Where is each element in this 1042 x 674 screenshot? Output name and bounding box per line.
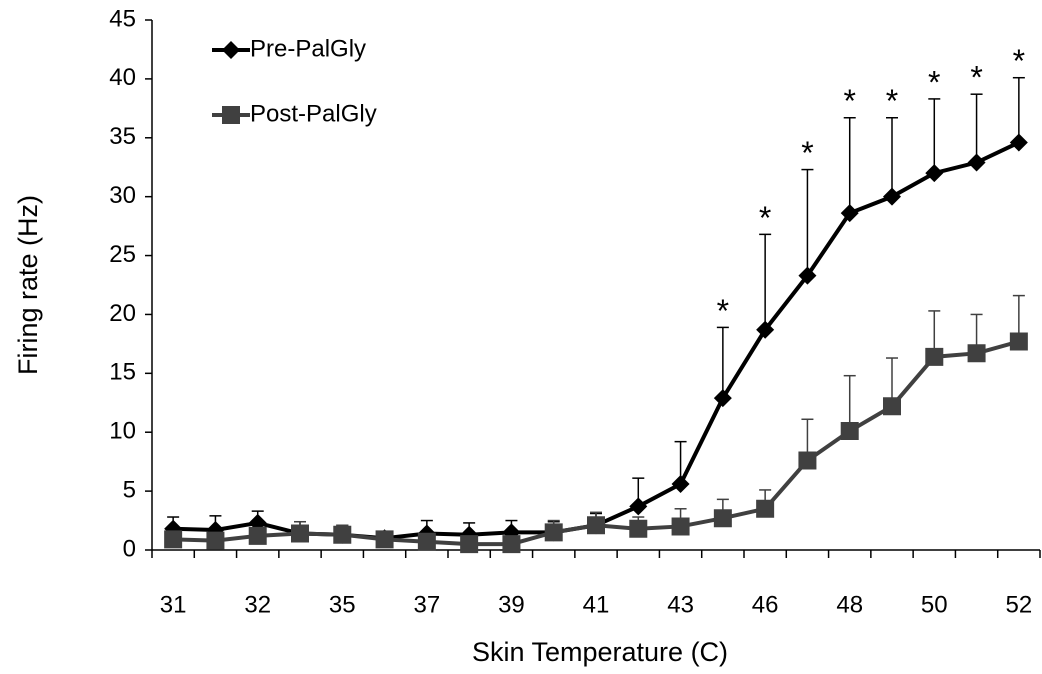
y-tick-label: 10	[109, 418, 136, 445]
data-point	[756, 499, 775, 518]
y-axis-title: Firing rate (Hz)	[13, 195, 43, 375]
data-point	[206, 531, 225, 550]
legend-label: Post-PalGly	[250, 100, 377, 127]
data-point	[756, 320, 775, 339]
data-point	[417, 532, 436, 551]
x-tick-label: 32	[244, 591, 271, 618]
data-point	[713, 389, 732, 408]
significance-mark: *	[717, 293, 729, 329]
data-point	[629, 519, 648, 538]
data-point	[1009, 133, 1028, 152]
y-tick-label: 45	[109, 5, 136, 32]
x-tick-label: 50	[921, 591, 948, 618]
x-tick-label: 48	[836, 591, 863, 618]
data-point	[671, 475, 690, 494]
data-point	[375, 530, 394, 549]
legend-marker	[222, 106, 240, 124]
data-point	[713, 509, 732, 528]
data-point	[840, 422, 859, 441]
data-point	[967, 344, 986, 363]
data-point	[967, 153, 986, 172]
x-tick-label: 43	[667, 591, 694, 618]
significance-mark: *	[759, 200, 771, 236]
data-point	[587, 516, 605, 535]
error-bar	[843, 117, 856, 214]
significance-mark: *	[886, 83, 898, 119]
error-bar	[759, 233, 772, 330]
data-point	[333, 525, 352, 544]
legend-label: Pre-PalGly	[250, 35, 366, 62]
data-point	[460, 535, 479, 554]
data-point	[925, 347, 944, 366]
significance-mark: *	[1013, 43, 1025, 79]
x-tick-label: 41	[583, 591, 610, 618]
y-tick-label: 30	[109, 182, 136, 209]
significance-mark: *	[801, 135, 813, 171]
error-bar	[970, 93, 983, 163]
error-bar	[928, 98, 941, 174]
x-tick-label: 46	[752, 591, 779, 618]
significance-mark: *	[970, 60, 982, 96]
y-tick-label: 0	[123, 535, 136, 562]
x-tick-label: 39	[498, 591, 525, 618]
y-tick-label: 15	[109, 359, 136, 386]
y-tick-label: 5	[123, 476, 136, 503]
data-point	[164, 530, 183, 549]
data-point	[798, 266, 817, 285]
error-bar	[886, 117, 898, 197]
data-point	[671, 517, 690, 536]
significance-mark: *	[928, 64, 940, 100]
data-point	[544, 523, 563, 542]
y-tick-label: 35	[109, 123, 136, 150]
x-tick-label: 35	[329, 591, 356, 618]
legend-marker	[222, 41, 240, 59]
data-point	[291, 524, 309, 543]
error-bar	[801, 168, 814, 276]
data-point	[629, 497, 648, 516]
y-tick-label: 25	[109, 241, 136, 268]
data-point	[248, 526, 267, 545]
x-tick-label: 31	[160, 591, 187, 618]
y-tick-label: 40	[109, 64, 136, 91]
error-bar	[843, 374, 856, 432]
y-tick-label: 20	[109, 300, 136, 327]
significance-mark: *	[843, 83, 855, 119]
data-point	[925, 164, 944, 183]
data-point	[1009, 332, 1028, 351]
error-bar	[1012, 76, 1025, 143]
x-tick-label: 37	[414, 591, 441, 618]
data-point	[883, 397, 901, 416]
x-axis-title: Skin Temperature (C)	[472, 637, 728, 667]
data-point	[798, 451, 817, 470]
error-bar	[716, 326, 729, 399]
x-tick-label: 52	[1006, 591, 1033, 618]
data-point	[502, 535, 521, 554]
data-point	[840, 204, 859, 223]
data-point	[883, 187, 901, 206]
